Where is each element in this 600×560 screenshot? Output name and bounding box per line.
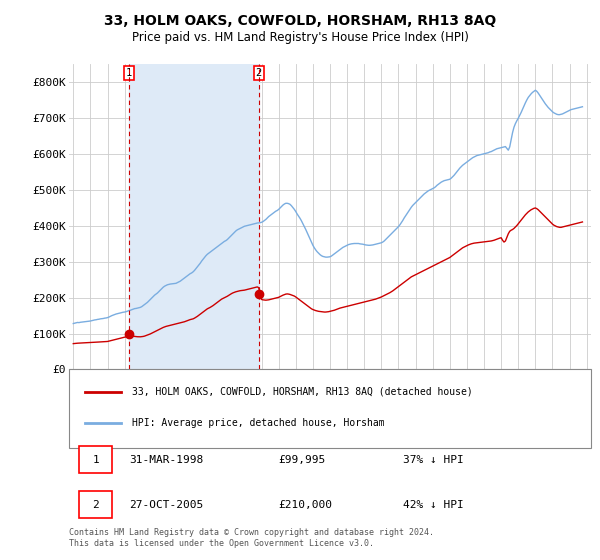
Text: 1: 1 bbox=[92, 455, 99, 465]
FancyBboxPatch shape bbox=[79, 446, 112, 473]
Bar bbox=[129, 64, 259, 370]
Text: 37% ↓ HPI: 37% ↓ HPI bbox=[403, 455, 464, 465]
Text: 27-OCT-2005: 27-OCT-2005 bbox=[129, 500, 203, 510]
Text: 1: 1 bbox=[126, 68, 132, 78]
Text: Contains HM Land Registry data © Crown copyright and database right 2024.
This d: Contains HM Land Registry data © Crown c… bbox=[69, 529, 434, 548]
Text: £210,000: £210,000 bbox=[278, 500, 332, 510]
Text: 31-MAR-1998: 31-MAR-1998 bbox=[129, 455, 203, 465]
Text: 33, HOLM OAKS, COWFOLD, HORSHAM, RH13 8AQ: 33, HOLM OAKS, COWFOLD, HORSHAM, RH13 8A… bbox=[104, 14, 496, 28]
Text: £99,995: £99,995 bbox=[278, 455, 325, 465]
Text: HPI: Average price, detached house, Horsham: HPI: Average price, detached house, Hors… bbox=[131, 418, 384, 428]
FancyBboxPatch shape bbox=[69, 370, 591, 449]
Text: 42% ↓ HPI: 42% ↓ HPI bbox=[403, 500, 464, 510]
Text: 33, HOLM OAKS, COWFOLD, HORSHAM, RH13 8AQ (detached house): 33, HOLM OAKS, COWFOLD, HORSHAM, RH13 8A… bbox=[131, 386, 472, 396]
Text: 2: 2 bbox=[92, 500, 99, 510]
Text: Price paid vs. HM Land Registry's House Price Index (HPI): Price paid vs. HM Land Registry's House … bbox=[131, 31, 469, 44]
Text: 2: 2 bbox=[256, 68, 262, 78]
FancyBboxPatch shape bbox=[79, 491, 112, 518]
